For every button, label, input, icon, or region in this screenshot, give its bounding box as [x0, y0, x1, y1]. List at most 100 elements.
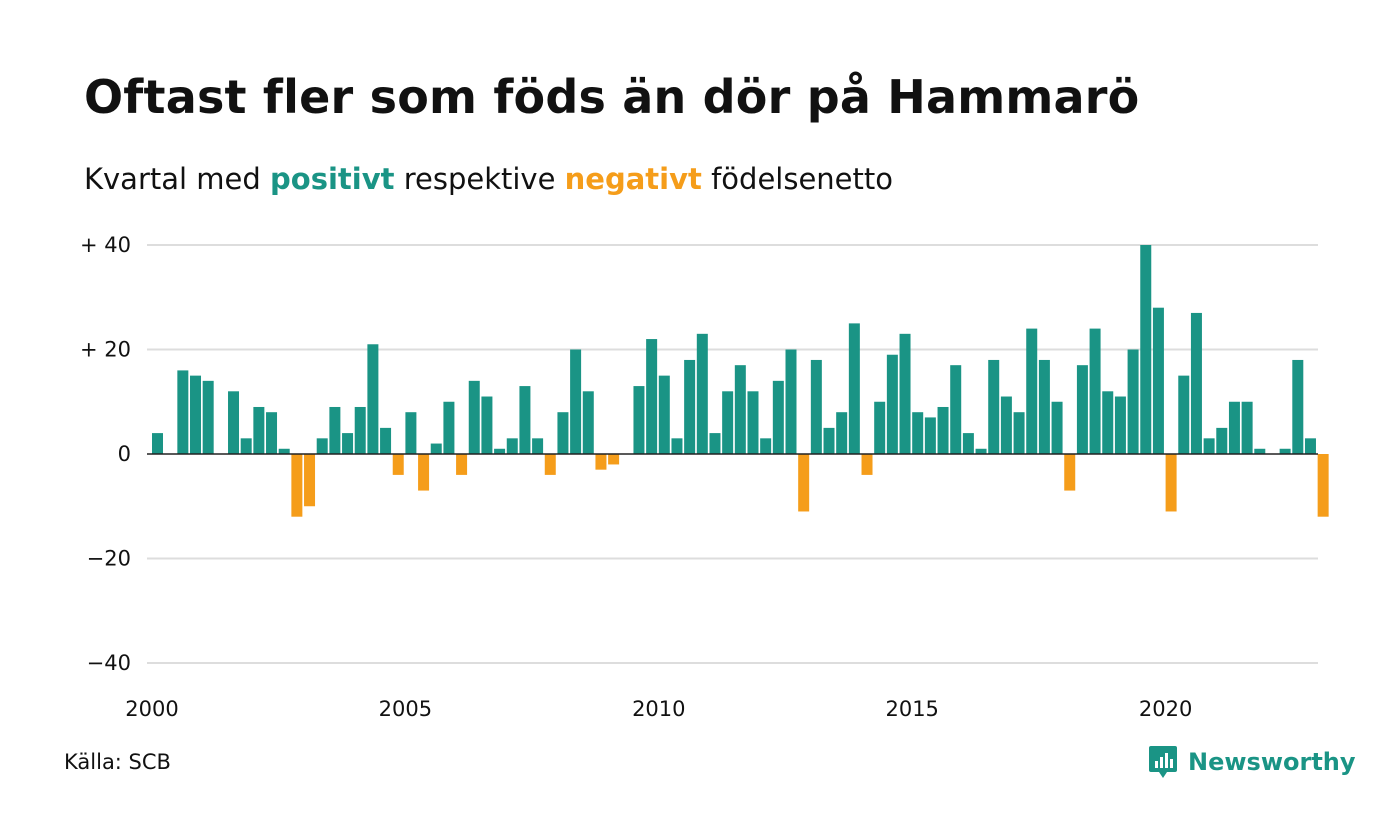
bar	[190, 375, 202, 455]
bar	[570, 349, 582, 454]
bar	[506, 438, 518, 454]
bar	[1089, 328, 1101, 454]
bar	[582, 391, 594, 454]
bar	[177, 370, 189, 454]
subtitle-positive-word: positivt	[270, 162, 395, 196]
subtitle-suffix: födelsenetto	[701, 162, 893, 196]
bar	[468, 380, 480, 454]
bar	[848, 323, 860, 455]
bar	[874, 401, 886, 454]
bar	[1013, 412, 1025, 454]
bar	[785, 349, 797, 454]
x-tick-label: 2020	[1139, 697, 1192, 721]
bar	[886, 354, 898, 454]
bar	[1178, 375, 1190, 455]
bar	[1254, 448, 1266, 454]
bar-chart: + 40 + 20 0 −20 −40 2000 2005 2010 2015 2020	[80, 233, 1329, 721]
bar	[380, 427, 392, 455]
bar	[1317, 454, 1329, 517]
bar	[988, 359, 1000, 454]
subtitle-negative-word: negativt	[564, 162, 702, 196]
bar	[240, 438, 252, 454]
bar	[595, 454, 607, 470]
bar	[924, 417, 936, 454]
chart-title: Oftast fler som föds än dör på Hammarö	[84, 70, 1140, 124]
bar	[722, 391, 734, 454]
brand-name: Newsworthy	[1188, 748, 1356, 776]
bar	[494, 448, 506, 454]
bar	[430, 443, 442, 454]
bar	[1076, 365, 1088, 454]
bar	[671, 438, 683, 454]
bar	[1228, 401, 1240, 454]
bar	[861, 454, 873, 475]
bar	[747, 391, 759, 454]
bar	[709, 433, 721, 454]
bar	[798, 454, 810, 512]
y-tick-label: + 40	[80, 233, 131, 257]
subtitle-middle: respektive	[394, 162, 565, 196]
bar	[152, 433, 163, 454]
newsworthy-logo: Newsworthy	[1148, 742, 1356, 782]
bar	[684, 359, 696, 454]
bar	[962, 433, 974, 454]
bar	[1152, 307, 1164, 454]
bar	[342, 433, 354, 454]
chart-subtitle: Kvartal med positivt respektive negativt…	[84, 162, 893, 196]
newsworthy-chart-icon	[1149, 746, 1177, 778]
bar	[1190, 312, 1202, 454]
x-tick-label: 2000	[125, 697, 178, 721]
bar	[772, 380, 784, 454]
bar	[316, 438, 328, 454]
bar	[950, 365, 962, 454]
bar	[646, 339, 658, 454]
bar	[481, 396, 493, 454]
bar	[823, 427, 835, 455]
bar	[1000, 396, 1012, 454]
bar	[1279, 448, 1291, 454]
bar	[266, 412, 278, 454]
bar	[1114, 396, 1126, 454]
bar	[1216, 427, 1228, 455]
y-tick-label: −40	[87, 651, 131, 675]
bar	[418, 454, 430, 491]
bar	[760, 438, 772, 454]
bar	[519, 386, 531, 454]
bar	[557, 412, 569, 454]
bar	[696, 333, 708, 454]
bar	[367, 344, 379, 454]
bar	[633, 386, 645, 454]
bar	[1064, 454, 1076, 491]
bar	[329, 406, 341, 454]
bar	[734, 365, 746, 454]
x-tick-label: 2015	[885, 697, 938, 721]
bar	[202, 380, 214, 454]
bar	[1038, 359, 1050, 454]
source-note: Källa: SCB	[64, 750, 171, 774]
bar	[1241, 401, 1253, 454]
bar	[544, 454, 556, 475]
x-tick-label: 2005	[379, 697, 432, 721]
bar	[1102, 391, 1114, 454]
bar	[456, 454, 468, 475]
bar	[228, 391, 240, 454]
bar	[912, 412, 924, 454]
bar	[658, 375, 670, 455]
bar	[1140, 245, 1152, 454]
bar	[899, 333, 911, 454]
bar	[1026, 328, 1038, 454]
bar	[975, 448, 987, 454]
bar	[810, 359, 822, 454]
bar	[253, 406, 265, 454]
bar	[836, 412, 848, 454]
bar	[1203, 438, 1215, 454]
bar	[354, 406, 366, 454]
bar	[937, 406, 949, 454]
bar	[1051, 401, 1063, 454]
bar	[1165, 454, 1177, 512]
y-tick-label: + 20	[80, 338, 131, 362]
bar	[1304, 438, 1316, 454]
y-tick-label: 0	[118, 442, 131, 466]
x-tick-label: 2010	[632, 697, 685, 721]
